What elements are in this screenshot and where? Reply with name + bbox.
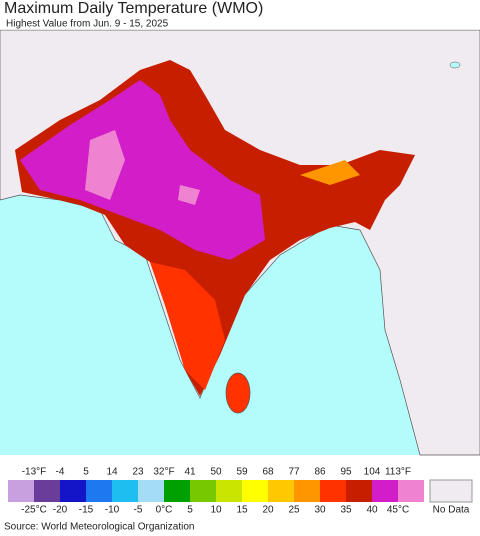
hot-region [20,80,265,260]
celsius-label: -15 [79,505,94,516]
fahrenheit-label: 95 [340,467,352,478]
title-backdrop [0,0,480,30]
legend-swatch [320,480,346,502]
sri-lanka [225,372,251,414]
fahrenheit-label: 50 [210,467,222,478]
lake [449,61,461,69]
south-region [150,262,225,390]
himalaya-region [300,160,360,185]
legend-swatch [242,480,268,502]
fahrenheit-label: -13°F [22,467,47,478]
fahrenheit-label: 14 [106,467,118,478]
legend-swatch [398,480,424,502]
celsius-label: 35 [340,505,352,516]
fahrenheit-label: 68 [262,467,274,478]
legend-swatch [164,480,190,502]
title: Maximum Daily Temperature (WMO) [4,0,263,17]
celsius-label: 20 [262,505,274,516]
source: Source: World Meteorological Organizatio… [4,522,194,533]
legend-swatch [86,480,112,502]
celsius-label: 40 [366,505,378,516]
legend: -13°F -4 5 14 23 32°F 41 50 59 68 77 86 95 104 113°F -2… [8,467,424,516]
map [0,29,480,456]
legend-swatch [294,480,320,502]
subtitle: Highest Value from Jun. 9 - 15, 2025 [6,19,169,30]
celsius-label: 45°C [387,505,409,516]
legend-swatch [112,480,138,502]
fahrenheit-label: 86 [314,467,326,478]
legend-swatch [346,480,372,502]
legend-swatch [268,480,294,502]
celsius-label: 10 [210,505,222,516]
fahrenheit-label: 77 [288,467,300,478]
fahrenheit-label: 23 [132,467,144,478]
celsius-label: -20 [53,505,68,516]
legend-swatch [138,480,164,502]
legend-swatch [190,480,216,502]
celsius-label: -25°C [21,505,47,516]
legend-swatch [216,480,242,502]
fahrenheit-label: -4 [56,467,65,478]
hottest-region [85,130,200,205]
fahrenheit-label: 32°F [153,467,174,478]
fahrenheit-label: 113°F [385,467,411,478]
fahrenheit-label: 104 [364,467,381,478]
legend-swatch [8,480,34,502]
celsius-label: 0°C [156,505,173,516]
fahrenheit-label: 59 [236,467,248,478]
celsius-label: 25 [288,505,300,516]
fahrenheit-label: 5 [83,467,89,478]
no-data-label: No Data [433,505,470,516]
fahrenheit-label: 41 [184,467,196,478]
legend-swatch [372,480,398,502]
celsius-label: 30 [314,505,326,516]
celsius-label: -10 [105,505,120,516]
legend-swatch [34,480,60,502]
celsius-label: 5 [187,505,193,516]
no-data-swatch [429,479,473,503]
celsius-label: -5 [134,505,143,516]
legend-swatch [60,480,86,502]
celsius-label: 15 [236,505,248,516]
